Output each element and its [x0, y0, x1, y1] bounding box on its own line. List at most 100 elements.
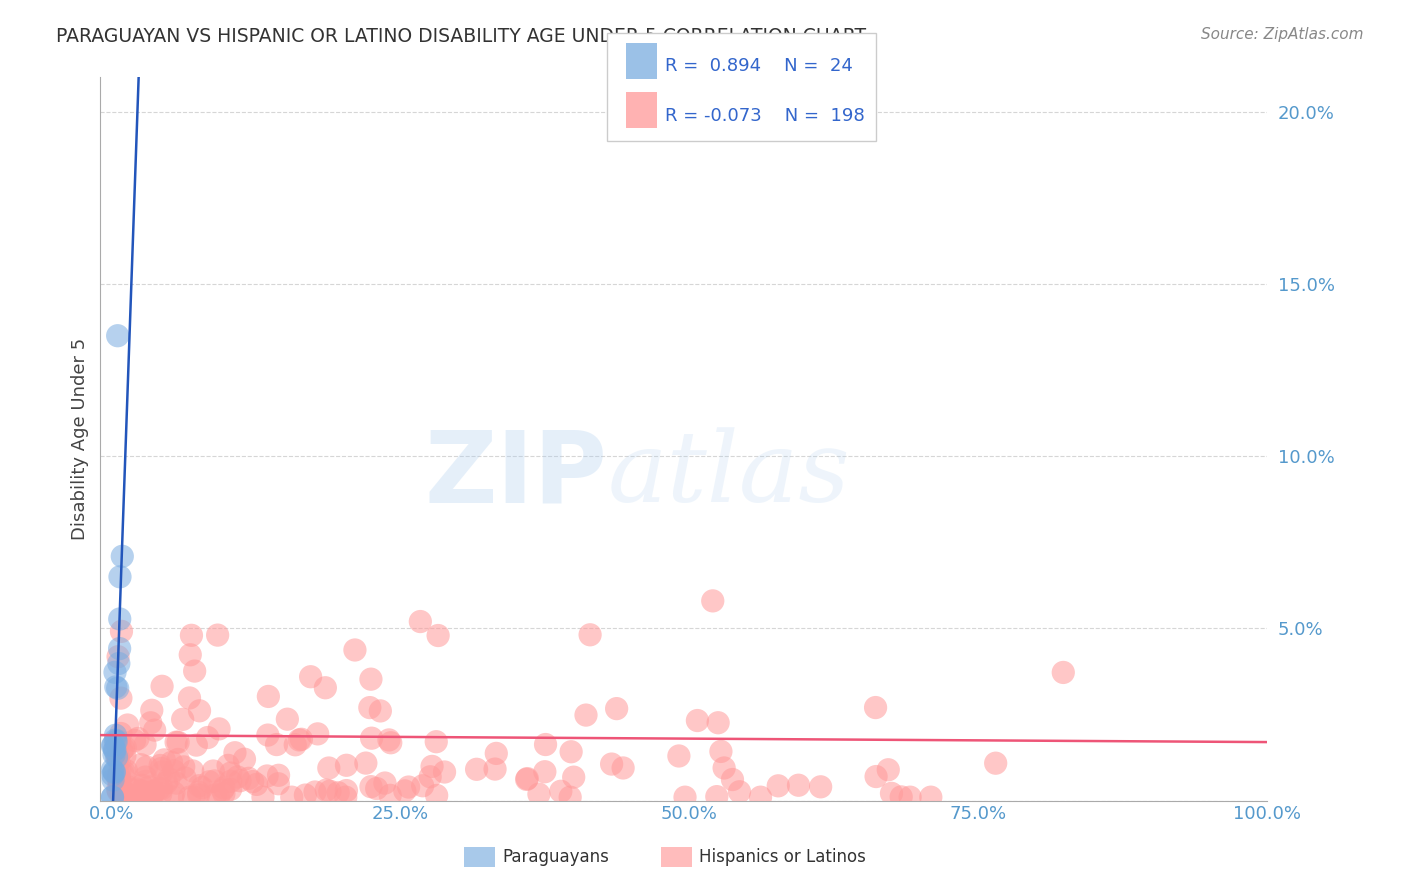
Point [281, 790, 304, 805]
Point [370, 704, 392, 718]
Point [110, 726, 132, 740]
Point [167, 735, 190, 749]
Point [135, 760, 157, 774]
Point [107, 772, 129, 786]
Text: Paraguayans: Paraguayans [502, 848, 609, 866]
Point [108, 754, 131, 768]
Point [139, 789, 162, 804]
Point [149, 787, 172, 801]
Point [117, 788, 139, 802]
Point [427, 628, 450, 642]
Point [984, 756, 1007, 771]
Point [150, 679, 173, 693]
Point [165, 776, 187, 790]
Point [181, 764, 204, 778]
Point [173, 760, 195, 774]
Point [560, 745, 582, 759]
Point [233, 752, 256, 766]
Text: PARAGUAYAN VS HISPANIC OR LATINO DISABILITY AGE UNDER 5 CORRELATION CHART: PARAGUAYAN VS HISPANIC OR LATINO DISABIL… [56, 27, 866, 45]
Point [366, 781, 388, 796]
Point [224, 746, 246, 760]
Point [111, 767, 134, 781]
Point [217, 758, 239, 772]
Y-axis label: Disability Age Under 5: Disability Age Under 5 [72, 338, 89, 541]
Point [163, 786, 186, 800]
Point [465, 762, 488, 776]
Point [204, 788, 226, 802]
Point [108, 772, 131, 787]
Point [115, 764, 138, 778]
Point [319, 784, 342, 798]
Point [335, 790, 357, 805]
Point [107, 649, 129, 664]
Point [219, 782, 242, 797]
Point [183, 664, 205, 678]
Point [111, 744, 134, 758]
Point [117, 718, 139, 732]
Point [246, 777, 269, 791]
Point [108, 612, 131, 626]
Point [354, 756, 377, 770]
Point [721, 772, 744, 787]
Point [710, 744, 733, 758]
Point [101, 790, 124, 805]
Point [787, 778, 810, 792]
Point [157, 772, 180, 786]
Point [183, 790, 205, 805]
Point [104, 743, 127, 757]
Point [122, 790, 145, 805]
Point [104, 680, 127, 694]
Point [174, 771, 197, 785]
Point [378, 733, 401, 747]
Point [172, 712, 194, 726]
Point [127, 731, 149, 746]
Point [527, 787, 550, 801]
Point [412, 779, 434, 793]
Point [105, 734, 128, 748]
Point [108, 657, 131, 671]
Point [890, 789, 912, 804]
Point [426, 789, 449, 803]
Point [187, 785, 209, 799]
Point [810, 780, 832, 794]
Point [877, 763, 900, 777]
Point [668, 749, 690, 764]
Point [425, 735, 447, 749]
Text: Source: ZipAtlas.com: Source: ZipAtlas.com [1201, 27, 1364, 42]
Point [107, 749, 129, 764]
Point [179, 790, 201, 805]
Point [107, 681, 129, 696]
Point [673, 790, 696, 805]
Point [920, 790, 942, 805]
Point [139, 715, 162, 730]
Point [127, 782, 149, 797]
Point [294, 788, 316, 802]
Point [150, 762, 173, 776]
Point [242, 774, 264, 789]
Point [409, 615, 432, 629]
Point [328, 786, 350, 800]
Point [318, 761, 340, 775]
Point [134, 738, 156, 752]
Point [290, 732, 312, 747]
Text: ZIP: ZIP [425, 426, 607, 524]
Point [360, 780, 382, 794]
Point [335, 783, 357, 797]
Point [374, 776, 396, 790]
Point [107, 328, 129, 343]
Point [148, 781, 170, 796]
Point [238, 772, 260, 786]
Point [103, 747, 125, 762]
Point [713, 761, 735, 775]
Point [115, 779, 138, 793]
Point [153, 753, 176, 767]
Point [208, 722, 231, 736]
Point [284, 738, 307, 752]
Point [380, 736, 402, 750]
Point [134, 770, 156, 784]
Point [108, 734, 131, 748]
Point [204, 773, 226, 788]
Point [252, 790, 274, 805]
Point [149, 758, 172, 772]
Point [394, 784, 416, 798]
